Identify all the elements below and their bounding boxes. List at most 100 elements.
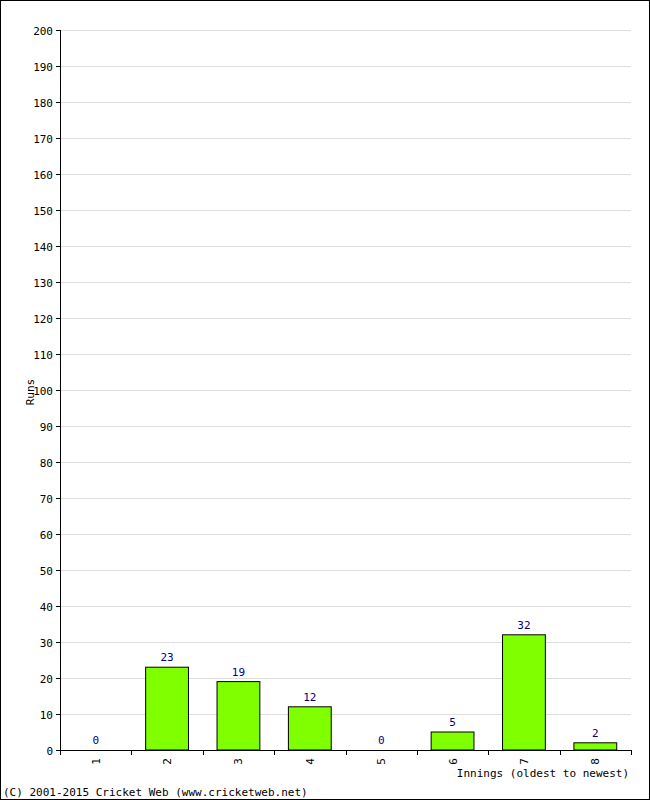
grid-line (60, 534, 631, 535)
y-tick-label: 50 (40, 565, 53, 578)
bar (360, 750, 403, 751)
y-tick-label: 40 (40, 601, 53, 614)
y-tick (56, 426, 60, 427)
data-label: 0 (92, 734, 99, 747)
y-tick (56, 282, 60, 283)
y-tick (56, 138, 60, 139)
y-tick-label: 110 (33, 349, 53, 362)
y-tick (56, 354, 60, 355)
grid-line (60, 102, 631, 103)
bar (431, 732, 474, 750)
y-tick (56, 714, 60, 715)
y-tick (56, 210, 60, 211)
y-tick (56, 642, 60, 643)
y-tick-label: 190 (33, 61, 53, 74)
y-tick-label: 10 (40, 709, 53, 722)
grid-line (60, 138, 631, 139)
grid-line (60, 606, 631, 607)
x-tick-label: 2 (161, 758, 174, 765)
y-tick-label: 180 (33, 97, 53, 110)
copyright: (C) 2001-2015 Cricket Web (www.cricketwe… (3, 786, 308, 799)
bar (503, 635, 546, 750)
y-tick (56, 498, 60, 499)
y-tick-label: 160 (33, 169, 53, 182)
frame (1, 1, 650, 800)
grid-line (60, 354, 631, 355)
grid-line (60, 66, 631, 67)
x-axis (60, 750, 631, 751)
bar (288, 707, 331, 750)
y-tick-label: 20 (40, 673, 53, 686)
x-tick-label: 3 (232, 758, 245, 765)
x-tick-label: 7 (518, 758, 531, 765)
grid-line (60, 210, 631, 211)
grid-line (60, 30, 631, 31)
y-tick-label: 80 (40, 457, 53, 470)
grid-line (60, 390, 631, 391)
y-tick (56, 30, 60, 31)
y-tick (56, 750, 60, 751)
x-axis-label: Innings (oldest to newest) (457, 767, 629, 780)
grid-line (60, 462, 631, 463)
grid-line (60, 570, 631, 571)
y-tick (56, 534, 60, 535)
x-tick (274, 750, 275, 755)
grid-line (60, 318, 631, 319)
x-tick-label: 8 (589, 758, 602, 765)
bar (146, 667, 189, 750)
y-tick (56, 246, 60, 247)
data-label: 32 (517, 619, 530, 632)
y-tick-label: 140 (33, 241, 53, 254)
y-tick-label: 70 (40, 493, 53, 506)
x-tick (417, 750, 418, 755)
x-tick-label: 5 (375, 758, 388, 765)
x-tick-label: 1 (90, 758, 103, 765)
y-tick (56, 174, 60, 175)
x-tick (131, 750, 132, 755)
x-tick-label: 6 (447, 758, 460, 765)
y-tick (56, 678, 60, 679)
grid-line (60, 174, 631, 175)
y-tick (56, 318, 60, 319)
y-tick (56, 570, 60, 571)
chart-root: 0102030405060708090100110120130140150160… (0, 0, 650, 800)
grid-line (60, 246, 631, 247)
y-axis-label: Runs (24, 379, 37, 406)
grid-line (60, 282, 631, 283)
y-tick-label: 30 (40, 637, 53, 650)
y-axis (60, 30, 61, 750)
y-tick-label: 0 (46, 745, 53, 758)
y-tick-label: 130 (33, 277, 53, 290)
x-tick (346, 750, 347, 755)
chart: 0102030405060708090100110120130140150160… (0, 0, 650, 800)
y-tick (56, 66, 60, 67)
grid-line (60, 426, 631, 427)
x-tick (60, 750, 61, 755)
bars (146, 635, 617, 750)
bar (217, 682, 260, 750)
x-tick (203, 750, 204, 755)
data-label: 12 (303, 691, 316, 704)
y-tick (56, 390, 60, 391)
y-tick (56, 102, 60, 103)
y-tick-label: 200 (33, 25, 53, 38)
x-tick (631, 750, 632, 755)
data-label: 23 (160, 651, 173, 664)
y-tick-label: 170 (33, 133, 53, 146)
data-label: 2 (592, 727, 599, 740)
y-tick-label: 60 (40, 529, 53, 542)
x-tick-label: 4 (304, 758, 317, 765)
y-tick-label: 120 (33, 313, 53, 326)
grid-line (60, 750, 631, 751)
bar (574, 743, 617, 750)
grid-line (60, 498, 631, 499)
x-tick (488, 750, 489, 755)
y-tick-label: 150 (33, 205, 53, 218)
data-label: 0 (378, 734, 385, 747)
data-label: 5 (449, 716, 456, 729)
bar (74, 750, 117, 751)
data-label: 19 (232, 666, 245, 679)
y-tick-label: 90 (40, 421, 53, 434)
y-tick (56, 606, 60, 607)
y-tick (56, 462, 60, 463)
